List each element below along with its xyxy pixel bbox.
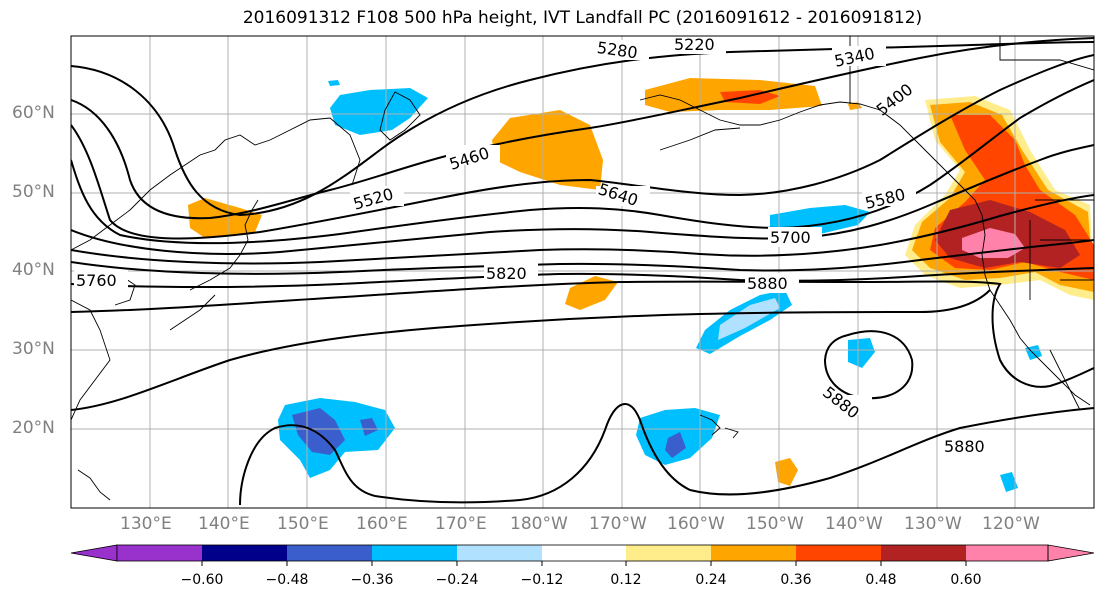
lat-label: 40°N <box>12 260 55 280</box>
anomaly-mid-pacific <box>565 276 618 310</box>
colorbar-tick-label: 0.48 <box>865 572 897 588</box>
coast-asia <box>71 299 111 421</box>
contour-label: 5760 <box>76 271 117 290</box>
coast-kamchatka <box>379 91 421 141</box>
contour-label: 5880 <box>944 437 985 456</box>
colorbar-extend-low <box>70 544 118 562</box>
colorbar-tick-label: −0.12 <box>520 572 564 588</box>
contour-label: 5880 <box>747 274 788 293</box>
lat-label: 20°N <box>12 418 55 438</box>
lon-label: 160°E <box>356 514 408 534</box>
colorbar-segment <box>372 545 457 561</box>
lon-label: 150°E <box>277 514 329 534</box>
colorbar-tick-label: −0.24 <box>435 572 479 588</box>
colorbar-tick-label: −0.36 <box>350 572 394 588</box>
colorbar-segment <box>202 545 287 561</box>
colorbar-segment <box>626 545 711 561</box>
lon-label: 160°W <box>667 514 725 534</box>
map-title: 2016091312 F108 500 hPa height, IVT Land… <box>242 8 923 28</box>
colorbar-segment <box>711 545 796 561</box>
colorbar-tick-label: 0.12 <box>610 572 642 588</box>
lat-label: 50°N <box>12 182 55 202</box>
colorbar-tick-label: −0.60 <box>180 572 224 588</box>
anomaly-north-central <box>492 110 603 190</box>
lon-label: 120°W <box>982 514 1040 534</box>
colorbar-tick-label: 0.60 <box>950 572 982 588</box>
contour-label: 5880 <box>819 383 863 423</box>
colorbar-tick-label: 0.36 <box>780 572 812 588</box>
lon-label: 130°W <box>904 514 962 534</box>
colorbar-segment <box>796 545 881 561</box>
lon-label: 170°E <box>435 514 487 534</box>
contour-label: 5700 <box>770 228 811 247</box>
colorbar-segment <box>287 545 372 561</box>
contour-labels: 5280 5220 5340 5400 5460 5520 5580 5640 … <box>74 34 996 456</box>
lat-label: 30°N <box>12 339 55 359</box>
plot-frame <box>70 35 1095 509</box>
colorbar-segment <box>881 545 966 561</box>
anomaly-okhotsk <box>330 88 428 135</box>
colorbar-tick-label: −0.48 <box>265 572 309 588</box>
lon-label: 150°W <box>746 514 804 534</box>
colorbar-segment <box>117 545 202 561</box>
contour-label: 5820 <box>486 264 527 283</box>
lon-label: 130°E <box>120 514 172 534</box>
coast-alaska <box>639 94 946 171</box>
graticule <box>71 36 1094 508</box>
colorbar-tick-label: 0.24 <box>695 572 727 588</box>
lon-label: 170°W <box>589 514 647 534</box>
anomaly-japan <box>188 198 262 238</box>
contour-label: 5220 <box>674 35 715 54</box>
coast-japan <box>189 199 259 291</box>
lon-label: 140°W <box>825 514 883 534</box>
lon-label: 180°W <box>510 514 568 534</box>
coast-hawaii <box>699 414 739 439</box>
colorbar-extend-high <box>1047 544 1095 562</box>
colorbar-segment <box>542 545 626 561</box>
lat-label: 60°N <box>12 103 55 123</box>
colorbar <box>70 544 1095 566</box>
lon-label: 140°E <box>198 514 250 534</box>
colorbar-segment <box>457 545 542 561</box>
colorbar-segment <box>966 545 1048 561</box>
